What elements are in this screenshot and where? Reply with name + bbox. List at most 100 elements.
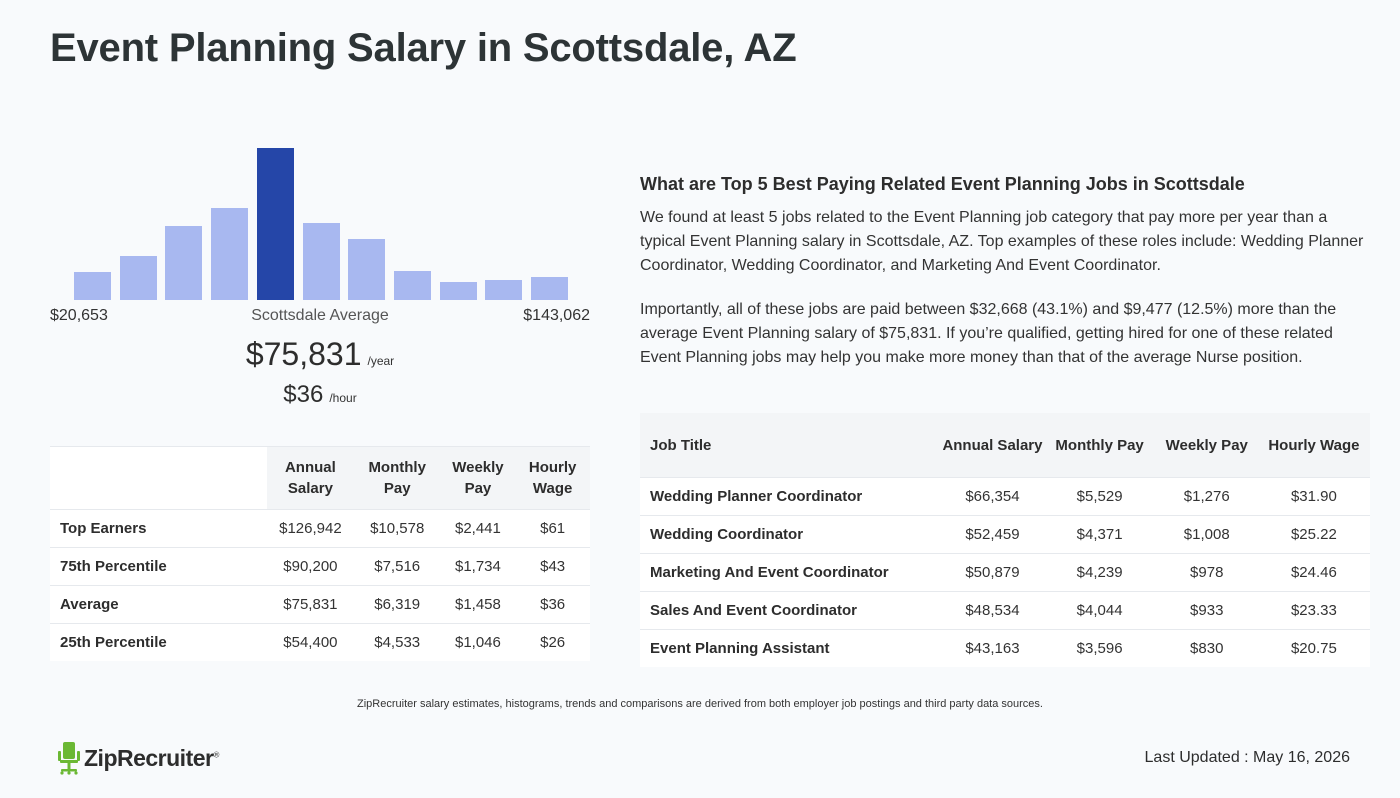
- table-row: Average $75,831 $6,319 $1,458 $36: [50, 585, 590, 624]
- table-row: Wedding Coordinator $52,459 $4,371 $1,00…: [640, 515, 1370, 554]
- cell-annual: $90,200: [267, 547, 354, 586]
- cell-weekly: $1,276: [1155, 477, 1258, 516]
- percentile-header-monthly: Monthly Pay: [353, 446, 441, 510]
- jobs-header-monthly: Monthly Pay: [1043, 413, 1156, 478]
- cell-weekly: $1,046: [440, 623, 516, 661]
- histogram-bar: [393, 271, 431, 300]
- percentile-table-header: Annual Salary Monthly Pay Weekly Pay Hou…: [50, 446, 590, 510]
- cell-hourly: $23.33: [1257, 591, 1370, 630]
- percentile-header-hourly: Hourly Wage: [515, 446, 590, 510]
- histogram-center-label: Scottsdale Average: [251, 307, 389, 324]
- job-title: Marketing And Event Coordinator: [640, 553, 942, 592]
- logo-wordmark: ZipRecruiter®: [84, 745, 219, 772]
- histogram-min-label: $20,653: [50, 307, 108, 324]
- related-jobs-table: Job Title Annual Salary Monthly Pay Week…: [640, 413, 1370, 667]
- chair-logo-icon: [58, 742, 80, 775]
- cell-annual: $66,354: [941, 477, 1044, 516]
- cell-annual: $75,831: [267, 585, 354, 624]
- cell-hourly: $36: [515, 585, 590, 624]
- average-hourly-value: $36: [283, 381, 324, 408]
- registered-mark: ®: [213, 749, 219, 759]
- percentile-header-annual: Annual Salary: [267, 446, 354, 510]
- histogram-bar: [348, 239, 386, 300]
- jobs-header-hourly: Hourly Wage: [1257, 413, 1370, 478]
- cell-weekly: $2,441: [440, 509, 516, 548]
- job-title: Wedding Planner Coordinator: [640, 477, 942, 516]
- cell-monthly: $5,529: [1043, 477, 1156, 516]
- cell-weekly: $1,008: [1155, 515, 1258, 554]
- histogram-bar: [531, 277, 568, 300]
- histogram-bar: [165, 226, 203, 300]
- jobs-header-annual: Annual Salary: [941, 413, 1044, 478]
- related-jobs-section: What are Top 5 Best Paying Related Event…: [640, 170, 1370, 370]
- row-label: 25th Percentile: [50, 623, 267, 661]
- cell-monthly: $6,319: [353, 585, 441, 624]
- table-row: Marketing And Event Coordinator $50,879 …: [640, 553, 1370, 592]
- cell-monthly: $10,578: [353, 509, 441, 548]
- cell-annual: $43,163: [941, 629, 1044, 667]
- percentile-header-weekly: Weekly Pay: [440, 446, 516, 510]
- average-annual-value: $75,831: [245, 336, 362, 372]
- cell-annual: $48,534: [941, 591, 1044, 630]
- cell-hourly: $20.75: [1257, 629, 1370, 667]
- cell-weekly: $933: [1155, 591, 1258, 630]
- cell-hourly: $25.22: [1257, 515, 1370, 554]
- related-jobs-paragraph-1: We found at least 5 jobs related to the …: [640, 209, 1364, 274]
- cell-monthly: $7,516: [353, 547, 441, 586]
- table-row: 75th Percentile $90,200 $7,516 $1,734 $4…: [50, 547, 590, 586]
- last-updated: Last Updated : May 16, 2026: [1144, 749, 1350, 766]
- cell-monthly: $4,044: [1043, 591, 1156, 630]
- histogram-bar: [211, 208, 249, 300]
- table-row: Top Earners $126,942 $10,578 $2,441 $61: [50, 509, 590, 548]
- cell-weekly: $1,458: [440, 585, 516, 624]
- cell-monthly: $4,533: [353, 623, 441, 661]
- cell-annual: $54,400: [267, 623, 354, 661]
- cell-hourly: $61: [515, 509, 590, 548]
- cell-hourly: $26: [515, 623, 590, 661]
- cell-weekly: $978: [1155, 553, 1258, 592]
- jobs-header-weekly: Weekly Pay: [1155, 413, 1258, 478]
- page-title: Event Planning Salary in Scottsdale, AZ: [50, 26, 797, 70]
- related-jobs-heading: What are Top 5 Best Paying Related Event…: [640, 174, 1245, 194]
- histogram-bar-average: [256, 148, 294, 300]
- histogram-labels: $20,653 Scottsdale Average $143,062: [50, 307, 590, 327]
- cell-annual: $50,879: [941, 553, 1044, 592]
- jobs-table-header: Job Title Annual Salary Monthly Pay Week…: [640, 413, 1370, 478]
- salary-histogram: [50, 130, 590, 300]
- average-salary-block: $75,831/year $36/hour: [50, 335, 590, 413]
- cell-weekly: $830: [1155, 629, 1258, 667]
- cell-monthly: $4,239: [1043, 553, 1156, 592]
- table-row: Wedding Planner Coordinator $66,354 $5,5…: [640, 477, 1370, 516]
- cell-hourly: $31.90: [1257, 477, 1370, 516]
- average-hourly-unit: /hour: [329, 391, 357, 405]
- cell-monthly: $4,371: [1043, 515, 1156, 554]
- average-annual: $75,831/year: [50, 335, 590, 380]
- percentile-header-blank: [50, 446, 267, 510]
- row-label: Top Earners: [50, 509, 267, 548]
- job-title: Wedding Coordinator: [640, 515, 942, 554]
- table-row: 25th Percentile $54,400 $4,533 $1,046 $2…: [50, 623, 590, 661]
- row-label: 75th Percentile: [50, 547, 267, 586]
- percentile-table: Annual Salary Monthly Pay Weekly Pay Hou…: [50, 446, 590, 661]
- histogram-bar: [119, 256, 157, 300]
- cell-annual: $126,942: [267, 509, 354, 548]
- related-jobs-paragraph-2: Importantly, all of these jobs are paid …: [640, 301, 1337, 366]
- histogram-bar: [485, 280, 523, 300]
- histogram-bar: [74, 272, 111, 300]
- logo-wordmark-text: ZipRecruiter: [84, 744, 214, 771]
- job-title: Sales And Event Coordinator: [640, 591, 942, 630]
- ziprecruiter-logo[interactable]: ZipRecruiter®: [58, 740, 219, 776]
- jobs-header-title: Job Title: [640, 413, 942, 478]
- histogram-bar: [302, 223, 340, 300]
- histogram-bar: [439, 282, 477, 300]
- cell-weekly: $1,734: [440, 547, 516, 586]
- cell-annual: $52,459: [941, 515, 1044, 554]
- average-hourly: $36/hour: [50, 380, 590, 413]
- cell-monthly: $3,596: [1043, 629, 1156, 667]
- data-source-disclaimer: ZipRecruiter salary estimates, histogram…: [357, 698, 1043, 710]
- table-row: Sales And Event Coordinator $48,534 $4,0…: [640, 591, 1370, 630]
- cell-hourly: $24.46: [1257, 553, 1370, 592]
- table-row: Event Planning Assistant $43,163 $3,596 …: [640, 629, 1370, 667]
- job-title: Event Planning Assistant: [640, 629, 942, 667]
- histogram-max-label: $143,062: [523, 307, 590, 324]
